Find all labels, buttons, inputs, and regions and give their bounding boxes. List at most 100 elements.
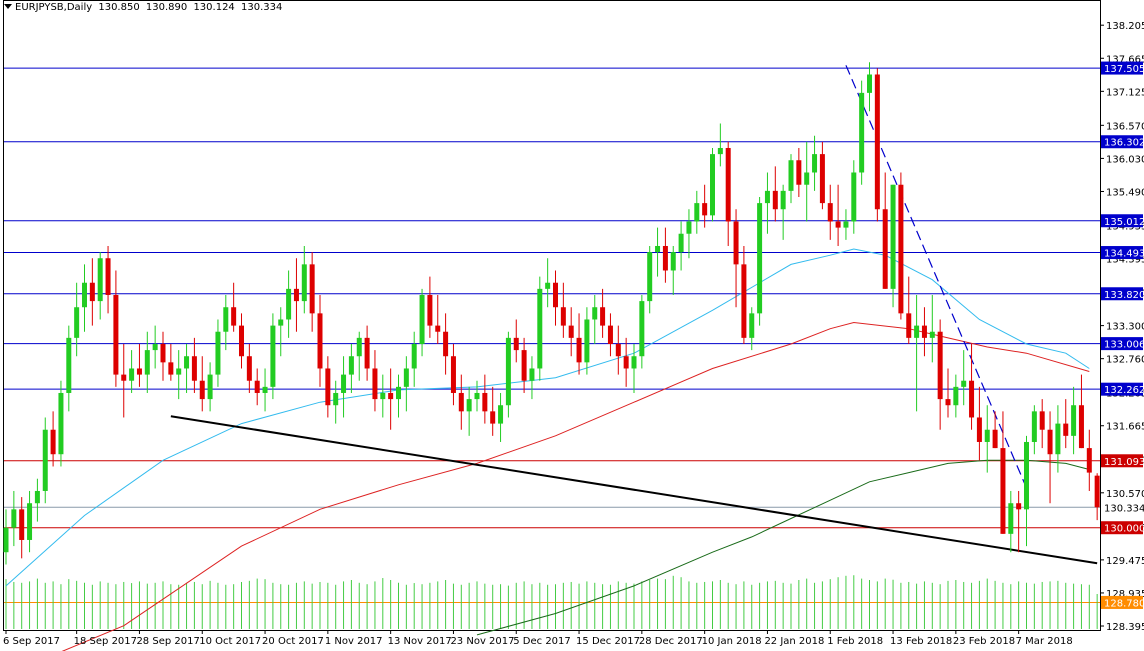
- chart-symbol: EURJPYSB,Daily: [15, 2, 93, 13]
- candle-body: [207, 374, 213, 400]
- candle-body: [74, 307, 80, 338]
- time-tick-label: 5 Dec 2017: [513, 636, 571, 647]
- candle-body: [121, 374, 127, 381]
- candle-body: [176, 368, 182, 375]
- level-price-label: 130.000: [1104, 524, 1144, 535]
- candle-body: [215, 331, 221, 375]
- candle-body: [443, 331, 449, 357]
- time-tick-label: 28 Sep 2017: [136, 636, 199, 647]
- price-tick-label: 138.205: [1106, 21, 1144, 32]
- candle-body: [458, 392, 464, 412]
- candle-body: [152, 343, 158, 351]
- time-tick-label: 23 Nov 2017: [450, 636, 514, 647]
- candle-body: [1055, 423, 1061, 455]
- candle-body: [812, 154, 818, 173]
- candle-body: [474, 392, 480, 400]
- candle-body: [191, 356, 197, 381]
- candle-body: [286, 288, 292, 320]
- candle-body: [1031, 411, 1037, 442]
- candle-body: [144, 350, 150, 375]
- collapse-triangle-icon[interactable]: [4, 4, 12, 9]
- support-trendline[interactable]: [170, 415, 1098, 565]
- time-tick-label: 15 Dec 2017: [576, 636, 640, 647]
- candle-body: [694, 203, 700, 222]
- candle-body: [851, 172, 857, 222]
- candle-body: [309, 264, 315, 314]
- candle-body: [859, 92, 865, 173]
- ohlc-close: 130.334: [240, 2, 283, 13]
- candle-body: [301, 264, 307, 302]
- time-tick-label: 13 Feb 2018: [890, 636, 952, 647]
- candle-body: [843, 221, 849, 228]
- candle-body: [992, 429, 998, 449]
- candle-body: [325, 368, 331, 406]
- candle-body: [639, 301, 645, 357]
- moving-average-line: [61, 321, 1090, 651]
- price-tick-label: 137.665: [1106, 54, 1144, 65]
- candle-body: [3, 527, 9, 553]
- candle-body: [560, 307, 566, 326]
- level-price-label-box: [1101, 214, 1143, 228]
- ohlc-high: 130.890: [145, 2, 188, 13]
- candle-body: [498, 405, 504, 424]
- candle-body: [348, 356, 354, 375]
- price-tick-label: 128.935: [1106, 589, 1144, 600]
- candle-body: [686, 221, 692, 234]
- current-price-label-box: [1101, 500, 1143, 514]
- candle-body: [678, 233, 684, 253]
- candle-body: [293, 288, 299, 302]
- candle-body: [772, 190, 778, 210]
- time-tick-label: 1 Feb 2018: [827, 636, 883, 647]
- time-axis: 6 Sep 2017 18 Sep 2017 28 Sep 2017 10 Oct 2…: [3, 630, 1073, 647]
- candle-body: [278, 319, 284, 326]
- candle-body: [725, 147, 731, 222]
- candle-body: [655, 245, 661, 253]
- candle-body: [388, 392, 394, 400]
- candle-body: [513, 337, 519, 351]
- candle-body: [19, 509, 25, 540]
- candle-body: [42, 429, 48, 491]
- candle-body: [160, 343, 166, 363]
- candle-body: [1086, 448, 1092, 473]
- candle-body: [380, 392, 386, 400]
- candle-body: [129, 368, 135, 381]
- time-tick-label: 23 Feb 2018: [953, 636, 1015, 647]
- price-tick-label: 130.570: [1106, 489, 1144, 500]
- candle-body: [246, 356, 252, 381]
- candle-body: [537, 288, 543, 369]
- candle-body: [105, 258, 111, 295]
- candle-body: [600, 307, 606, 326]
- level-price-label: 131.093: [1104, 457, 1144, 468]
- candle-body: [969, 380, 975, 418]
- price-tick-label: 129.475: [1106, 556, 1144, 567]
- moving-average-line: [5, 248, 1090, 587]
- candle-body: [890, 184, 896, 289]
- candle-body: [317, 313, 323, 369]
- level-price-label-box: [1101, 61, 1143, 75]
- candles: [3, 62, 1100, 565]
- candle-body: [403, 368, 409, 387]
- candle-body: [945, 399, 951, 406]
- candle-body: [631, 356, 637, 369]
- candle-body: [1078, 405, 1084, 449]
- candle-body: [490, 411, 496, 424]
- candle-body: [553, 282, 558, 308]
- candle-body: [223, 307, 229, 332]
- plot-frame: [3, 0, 1101, 631]
- candle-body: [623, 356, 629, 369]
- candle-body: [984, 429, 990, 442]
- candle-body: [780, 190, 786, 210]
- candle-body: [168, 362, 174, 375]
- candle-body: [906, 313, 912, 338]
- candle-body: [914, 325, 920, 338]
- candle-body: [50, 429, 56, 455]
- candle-body: [184, 356, 190, 369]
- time-tick-label: 13 Nov 2017: [388, 636, 452, 647]
- level-price-label-box: [1101, 287, 1143, 301]
- candle-body: [827, 203, 833, 222]
- candle-body: [1071, 405, 1077, 436]
- current-price-label: 130.334: [1104, 503, 1144, 514]
- level-price-label-box: [1101, 135, 1143, 149]
